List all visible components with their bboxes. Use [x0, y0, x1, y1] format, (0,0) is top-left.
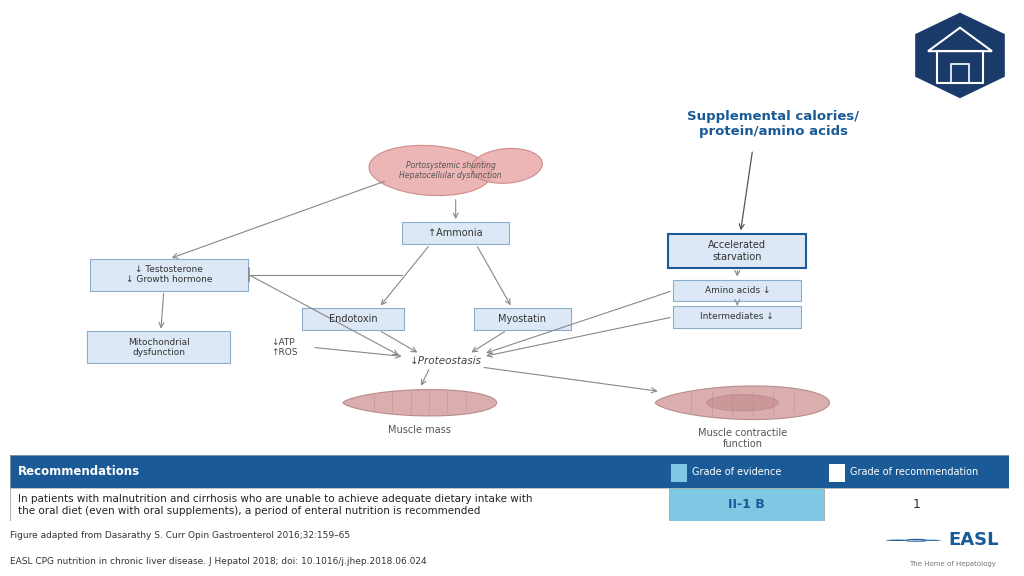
Ellipse shape	[369, 145, 492, 196]
Text: Grade of recommendation: Grade of recommendation	[850, 467, 978, 476]
Text: Figure adapted from Dasarathy S. Curr Opin Gastroenterol 2016;32:159–65: Figure adapted from Dasarathy S. Curr Op…	[10, 531, 350, 540]
FancyBboxPatch shape	[670, 488, 824, 521]
Circle shape	[886, 540, 910, 541]
Text: Grade of evidence: Grade of evidence	[692, 467, 781, 476]
FancyBboxPatch shape	[10, 488, 1009, 521]
Polygon shape	[913, 11, 1007, 100]
Ellipse shape	[707, 395, 778, 411]
Polygon shape	[343, 389, 497, 416]
Text: Intermediates ↓: Intermediates ↓	[700, 312, 774, 321]
Text: ↓Proteostasis: ↓Proteostasis	[410, 355, 481, 366]
FancyBboxPatch shape	[824, 488, 1009, 521]
Text: Supplemental calories/
protein/amino acids: Supplemental calories/ protein/amino aci…	[687, 111, 859, 138]
Circle shape	[906, 539, 927, 540]
Text: ↓ATP
↑ROS: ↓ATP ↑ROS	[271, 338, 298, 357]
Text: 1: 1	[912, 498, 921, 511]
Text: II-1 B: II-1 B	[728, 498, 765, 511]
FancyBboxPatch shape	[829, 464, 845, 482]
Text: Muscle contractile
function: Muscle contractile function	[697, 428, 787, 449]
Text: ↑Ammonia: ↑Ammonia	[428, 228, 483, 238]
Text: Potential management approaches to sarcopenia:: Potential management approaches to sarco…	[18, 17, 568, 36]
FancyBboxPatch shape	[402, 222, 510, 244]
Ellipse shape	[471, 149, 543, 183]
FancyBboxPatch shape	[671, 464, 687, 482]
Text: Recommendations: Recommendations	[18, 465, 140, 478]
Text: ↓ Testosterone
↓ Growth hormone: ↓ Testosterone ↓ Growth hormone	[126, 265, 212, 285]
Circle shape	[906, 540, 927, 541]
FancyBboxPatch shape	[90, 259, 248, 290]
Circle shape	[921, 540, 941, 541]
FancyBboxPatch shape	[669, 234, 807, 268]
Text: In patients with malnutrition and cirrhosis who are unable to achieve adequate d: In patients with malnutrition and cirrho…	[18, 494, 532, 516]
FancyBboxPatch shape	[674, 280, 802, 301]
Text: Endotoxin: Endotoxin	[329, 314, 378, 324]
Text: The Home of Hepatology: The Home of Hepatology	[909, 562, 995, 567]
Text: Oral supplements: Oral supplements	[18, 59, 213, 78]
Text: Amino acids ↓: Amino acids ↓	[705, 286, 770, 295]
Text: Myostatin: Myostatin	[499, 314, 546, 324]
Bar	[951, 64, 969, 83]
Bar	[937, 51, 983, 83]
Text: Accelerated
starvation: Accelerated starvation	[709, 240, 766, 262]
FancyBboxPatch shape	[302, 308, 404, 330]
Text: EASL CPG nutrition in chronic liver disease. J Hepatol 2018; doi: 10.1016/j.jhep: EASL CPG nutrition in chronic liver dise…	[10, 557, 427, 566]
FancyBboxPatch shape	[674, 306, 802, 328]
FancyBboxPatch shape	[87, 331, 230, 363]
Polygon shape	[655, 386, 829, 419]
Text: Portosystemic shunting
Hepatocellular dysfunction: Portosystemic shunting Hepatocellular dy…	[399, 161, 502, 180]
Text: Mitochondrial
dysfunction: Mitochondrial dysfunction	[128, 338, 189, 357]
Text: EASL: EASL	[948, 531, 998, 550]
FancyBboxPatch shape	[473, 308, 571, 330]
Text: Muscle mass: Muscle mass	[388, 425, 452, 434]
FancyBboxPatch shape	[10, 455, 1009, 488]
